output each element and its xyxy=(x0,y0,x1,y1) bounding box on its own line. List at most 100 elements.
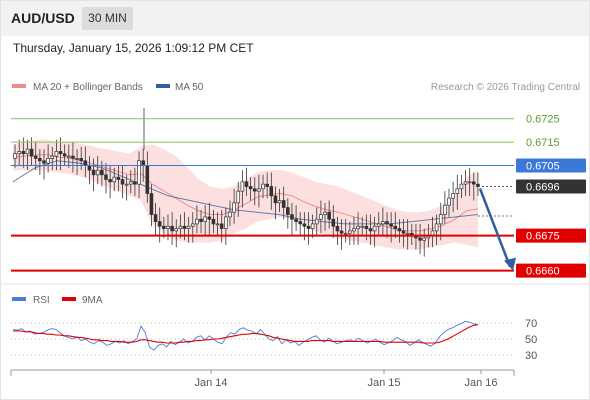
rsi-legend-label: RSI xyxy=(33,295,50,306)
candle xyxy=(133,181,137,185)
rsi-tick-label: 50 xyxy=(525,334,537,346)
candle xyxy=(153,214,158,222)
candle xyxy=(199,218,203,222)
candle xyxy=(33,155,38,159)
candle xyxy=(166,225,170,229)
candle xyxy=(25,148,30,155)
candle xyxy=(42,160,46,164)
candle xyxy=(38,158,42,162)
rsi-legend-swatch xyxy=(12,297,26,301)
candle xyxy=(248,186,253,190)
candle xyxy=(211,218,216,225)
level-label-resistance: 0.6725 xyxy=(526,114,560,126)
candle xyxy=(376,223,381,227)
candle xyxy=(393,225,398,229)
candle xyxy=(149,193,154,215)
candle xyxy=(348,230,352,234)
candle xyxy=(422,237,427,241)
candle xyxy=(339,230,344,234)
candle xyxy=(219,223,224,229)
candle xyxy=(343,232,348,235)
candle xyxy=(87,165,92,171)
candle xyxy=(319,214,323,220)
candle xyxy=(54,151,59,157)
candle xyxy=(323,211,327,215)
candle xyxy=(124,183,129,186)
chart-header: AUD/USD 30 MIN xyxy=(0,0,590,36)
candle xyxy=(368,228,373,232)
candle xyxy=(261,183,265,190)
candle xyxy=(381,221,385,225)
candle xyxy=(95,169,100,176)
candle xyxy=(455,188,460,194)
candle xyxy=(157,221,162,227)
candle xyxy=(232,202,236,213)
candle xyxy=(360,225,365,228)
candle xyxy=(137,160,141,185)
candle xyxy=(46,158,50,164)
candle xyxy=(244,181,249,187)
candle xyxy=(240,181,245,192)
level-label-last: 0.6696 xyxy=(526,181,560,193)
candle xyxy=(459,183,464,190)
candle xyxy=(306,225,311,229)
research-credit: Research © 2026 Trading Central xyxy=(431,82,580,93)
candle xyxy=(195,218,199,225)
candle xyxy=(203,216,207,222)
candle xyxy=(356,225,360,229)
level-label-support: 0.6675 xyxy=(526,231,560,243)
candle xyxy=(286,207,290,215)
candle xyxy=(401,230,406,234)
candle xyxy=(472,181,476,185)
timeframe-button[interactable]: 30 MIN xyxy=(82,7,133,30)
bollinger-legend-label: MA 20 + Bollinger Bands xyxy=(33,82,143,93)
candle xyxy=(66,155,71,158)
candle xyxy=(141,160,145,166)
candle xyxy=(434,223,439,232)
candle xyxy=(364,225,369,229)
candle xyxy=(145,165,150,194)
candle xyxy=(273,195,278,204)
candle xyxy=(79,158,83,162)
level-label-bg-resistance xyxy=(516,135,586,150)
candle xyxy=(310,223,315,229)
candle xyxy=(331,218,336,227)
candle xyxy=(71,155,75,159)
level-label-bg-resistance xyxy=(516,111,586,126)
candle xyxy=(257,188,261,192)
candle xyxy=(120,179,125,185)
level-label-bg-last xyxy=(516,179,586,194)
forecast-arrow-head xyxy=(504,257,516,271)
level-label-bg-support xyxy=(516,228,586,243)
candle xyxy=(372,225,377,232)
candle xyxy=(128,181,133,185)
candle xyxy=(174,228,179,232)
candle xyxy=(83,160,88,166)
candle xyxy=(467,181,472,184)
level-label-bg-pivot xyxy=(516,158,586,173)
candle xyxy=(463,181,468,185)
candle xyxy=(281,200,286,208)
rsi-ma-line xyxy=(13,324,479,344)
candle xyxy=(476,183,480,187)
candle xyxy=(269,186,274,197)
candle xyxy=(290,214,294,220)
ma50-legend-swatch xyxy=(156,84,170,88)
rsi-ma-legend-label: 9MA xyxy=(82,295,103,306)
candle xyxy=(277,200,282,204)
x-tick-label: Jan 16 xyxy=(464,377,497,389)
candle xyxy=(29,148,34,157)
level-label-support: 0.6660 xyxy=(526,266,560,278)
candle xyxy=(182,225,187,229)
candle xyxy=(17,151,21,155)
candle xyxy=(451,193,455,199)
candle xyxy=(298,221,303,225)
level-label-pivot: 0.6705 xyxy=(526,160,560,172)
candle xyxy=(335,225,340,232)
candle xyxy=(13,153,17,159)
x-tick-label: Jan 15 xyxy=(367,377,400,389)
candle xyxy=(108,179,112,183)
rsi-ma-legend-swatch xyxy=(62,297,76,301)
candle xyxy=(252,188,257,192)
